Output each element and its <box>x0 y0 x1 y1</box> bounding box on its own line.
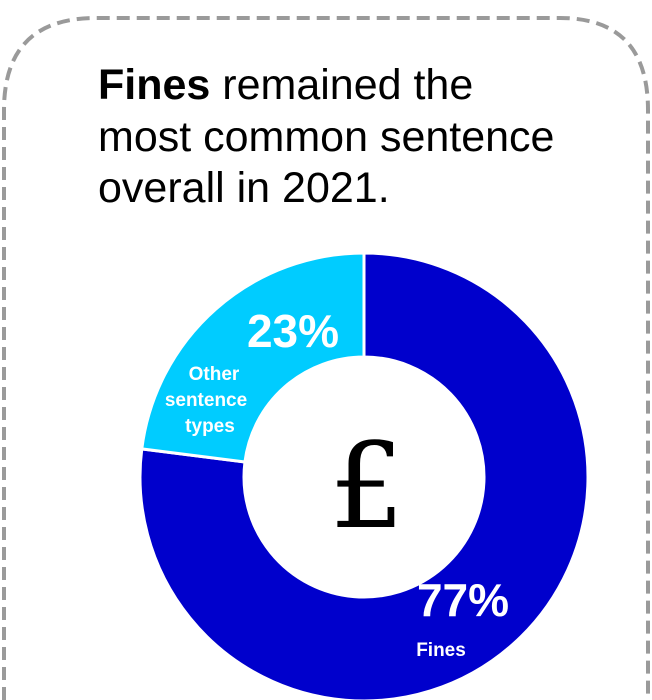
fines-category-label: Fines <box>416 640 466 661</box>
pound-symbol: £ <box>329 417 404 555</box>
other-category-label-line-2: sentence <box>165 390 247 411</box>
other-category-label-line-1: Other <box>189 364 240 385</box>
fines-percent-label: 77% <box>417 574 509 626</box>
other-percent-label: 23% <box>247 305 339 357</box>
other-category-label-line-3: types <box>185 416 235 437</box>
